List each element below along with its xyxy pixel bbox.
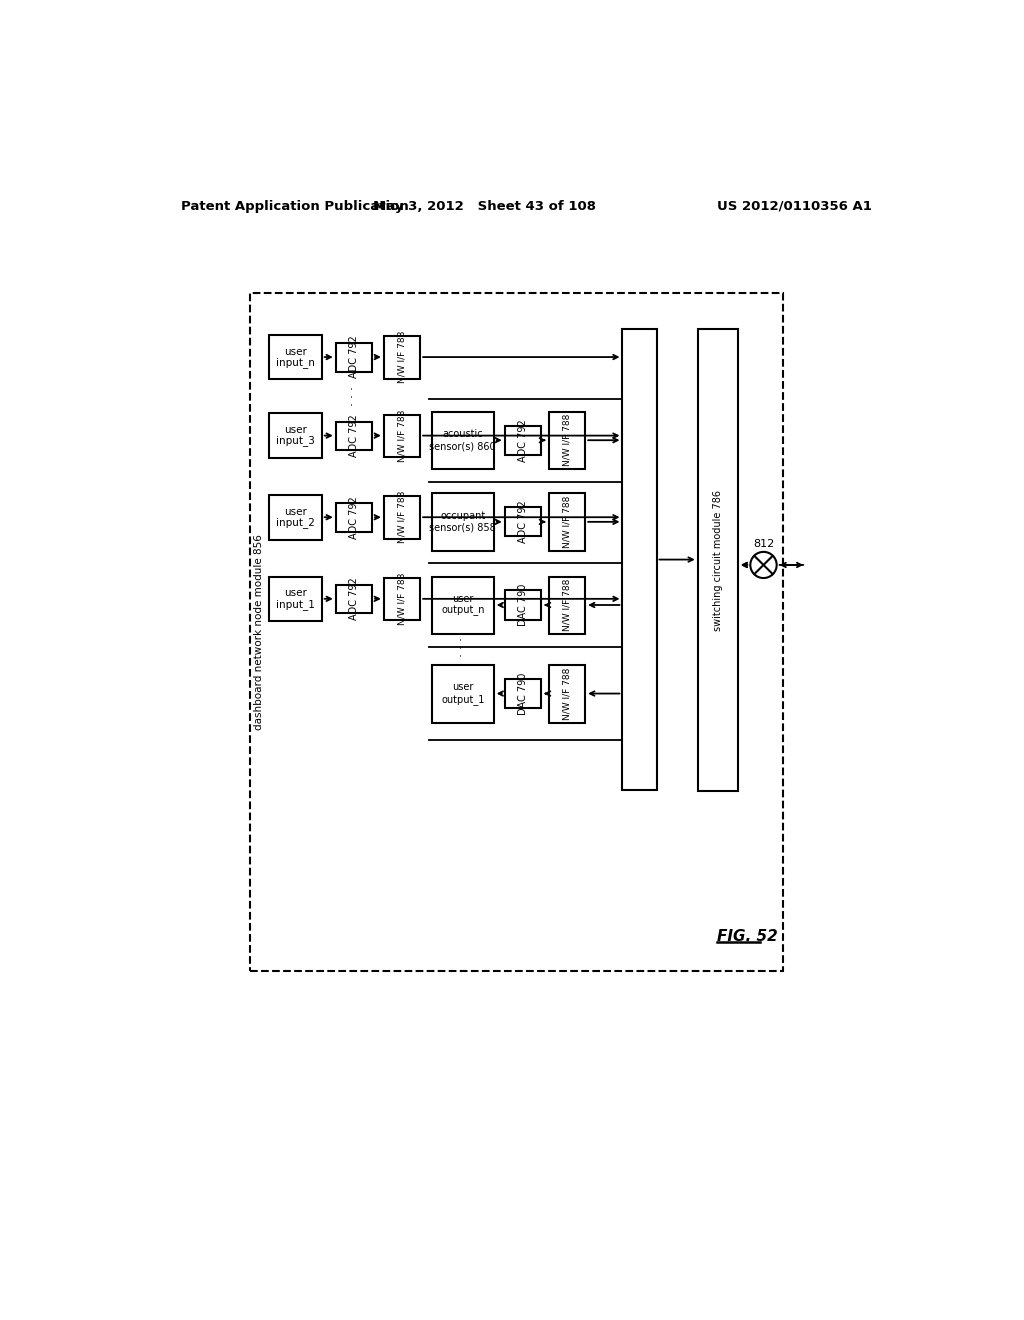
Bar xyxy=(384,414,420,457)
Text: DAC 790: DAC 790 xyxy=(518,672,527,714)
Text: May 3, 2012   Sheet 43 of 108: May 3, 2012 Sheet 43 of 108 xyxy=(373,199,596,213)
Bar xyxy=(505,425,541,455)
Bar xyxy=(432,577,494,635)
Text: ADC 792: ADC 792 xyxy=(349,496,359,539)
Bar xyxy=(336,422,372,450)
Text: ADC 792: ADC 792 xyxy=(349,335,359,379)
Text: Patent Application Publication: Patent Application Publication xyxy=(180,199,409,213)
Bar xyxy=(697,330,738,792)
Bar xyxy=(549,577,586,635)
Bar xyxy=(505,590,541,619)
Bar xyxy=(336,503,372,532)
Bar xyxy=(384,578,420,620)
Text: N/W I/F 788: N/W I/F 788 xyxy=(397,573,407,626)
Text: N/W I/F 788: N/W I/F 788 xyxy=(397,409,407,462)
Text: input_1: input_1 xyxy=(275,599,314,610)
Text: N/W I/F 788: N/W I/F 788 xyxy=(397,331,407,383)
Text: ADC 792: ADC 792 xyxy=(349,577,359,620)
Bar xyxy=(623,330,656,789)
Text: user: user xyxy=(284,347,307,356)
Text: dashboard network node module 856: dashboard network node module 856 xyxy=(254,535,264,730)
Text: output_n: output_n xyxy=(441,606,484,616)
Text: ADC 792: ADC 792 xyxy=(349,414,359,457)
Text: acoustic: acoustic xyxy=(442,429,483,440)
Text: input_3: input_3 xyxy=(275,436,314,446)
Bar xyxy=(269,413,322,458)
Text: ADC 792: ADC 792 xyxy=(518,500,527,544)
Bar xyxy=(336,585,372,614)
Bar xyxy=(432,412,494,470)
Bar xyxy=(384,337,420,379)
Text: N/W I/F 788: N/W I/F 788 xyxy=(397,491,407,544)
Bar xyxy=(505,678,541,708)
Text: US 2012/0110356 A1: US 2012/0110356 A1 xyxy=(717,199,872,213)
Text: N/W I/F 788: N/W I/F 788 xyxy=(562,414,571,466)
Text: user: user xyxy=(453,682,473,693)
Bar xyxy=(269,577,322,622)
Bar xyxy=(432,494,494,552)
Text: user: user xyxy=(284,507,307,517)
Text: user: user xyxy=(453,594,473,603)
Bar xyxy=(269,495,322,540)
Bar xyxy=(336,343,372,372)
Bar xyxy=(549,494,586,552)
Bar xyxy=(269,335,322,379)
Bar xyxy=(384,496,420,539)
Text: switching circuit module 786: switching circuit module 786 xyxy=(713,490,723,631)
Text: user: user xyxy=(284,589,307,598)
Text: · · ·: · · · xyxy=(347,387,360,407)
Text: N/W I/F 788: N/W I/F 788 xyxy=(562,578,571,631)
Bar xyxy=(549,665,586,723)
Text: input_2: input_2 xyxy=(275,517,314,528)
Text: · · ·: · · · xyxy=(457,638,469,657)
Bar xyxy=(549,412,586,470)
Text: input_n: input_n xyxy=(275,356,314,368)
Bar xyxy=(251,293,783,970)
Bar xyxy=(505,507,541,536)
Text: sensor(s) 858: sensor(s) 858 xyxy=(429,523,497,533)
Text: N/W I/F 788: N/W I/F 788 xyxy=(562,668,571,719)
Text: FIG. 52: FIG. 52 xyxy=(717,928,778,944)
Text: user: user xyxy=(284,425,307,436)
Text: DAC 790: DAC 790 xyxy=(518,583,527,626)
Text: output_1: output_1 xyxy=(441,694,484,705)
Text: N/W I/F 788: N/W I/F 788 xyxy=(562,495,571,548)
Text: occupant: occupant xyxy=(440,511,485,520)
Text: ADC 792: ADC 792 xyxy=(518,418,527,462)
Text: 812: 812 xyxy=(753,539,774,549)
Text: sensor(s) 860: sensor(s) 860 xyxy=(429,441,496,451)
Bar xyxy=(432,665,494,723)
